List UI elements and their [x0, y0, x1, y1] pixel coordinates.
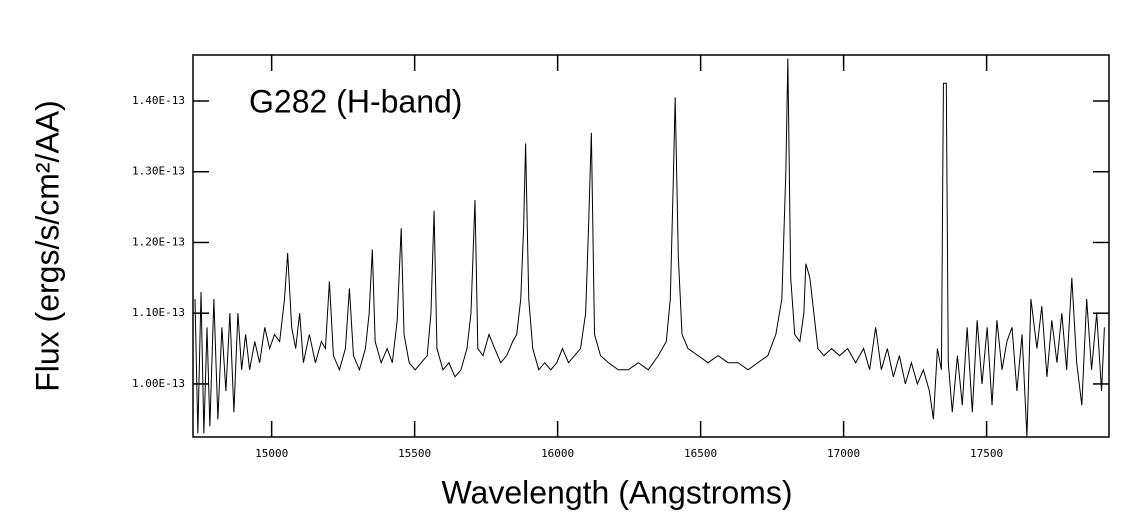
spectrum-line — [194, 58, 1105, 438]
x-tick-label: 15000 — [255, 447, 288, 460]
y-tick-label: 1.20E-13 — [132, 235, 185, 248]
x-tick-label: 17500 — [970, 447, 1003, 460]
plot-frame — [192, 54, 1110, 438]
y-axis-label: Flux (ergs/s/cm²/AA) — [29, 100, 65, 392]
y-tick-label: 1.10E-13 — [132, 306, 185, 319]
y-tick-label: 1.40E-13 — [132, 94, 185, 107]
y-tick-label: 1.30E-13 — [132, 165, 185, 178]
x-axis-label: Wavelength (Angstroms) — [442, 474, 793, 510]
x-tick-label: 16000 — [541, 447, 574, 460]
y-tick-label: 1.00E-13 — [132, 377, 185, 390]
x-tick-label: 15500 — [398, 447, 431, 460]
x-tick-label: 16500 — [684, 447, 717, 460]
annotation: G282 (H-band) — [249, 83, 462, 119]
x-tick-label: 17000 — [827, 447, 860, 460]
